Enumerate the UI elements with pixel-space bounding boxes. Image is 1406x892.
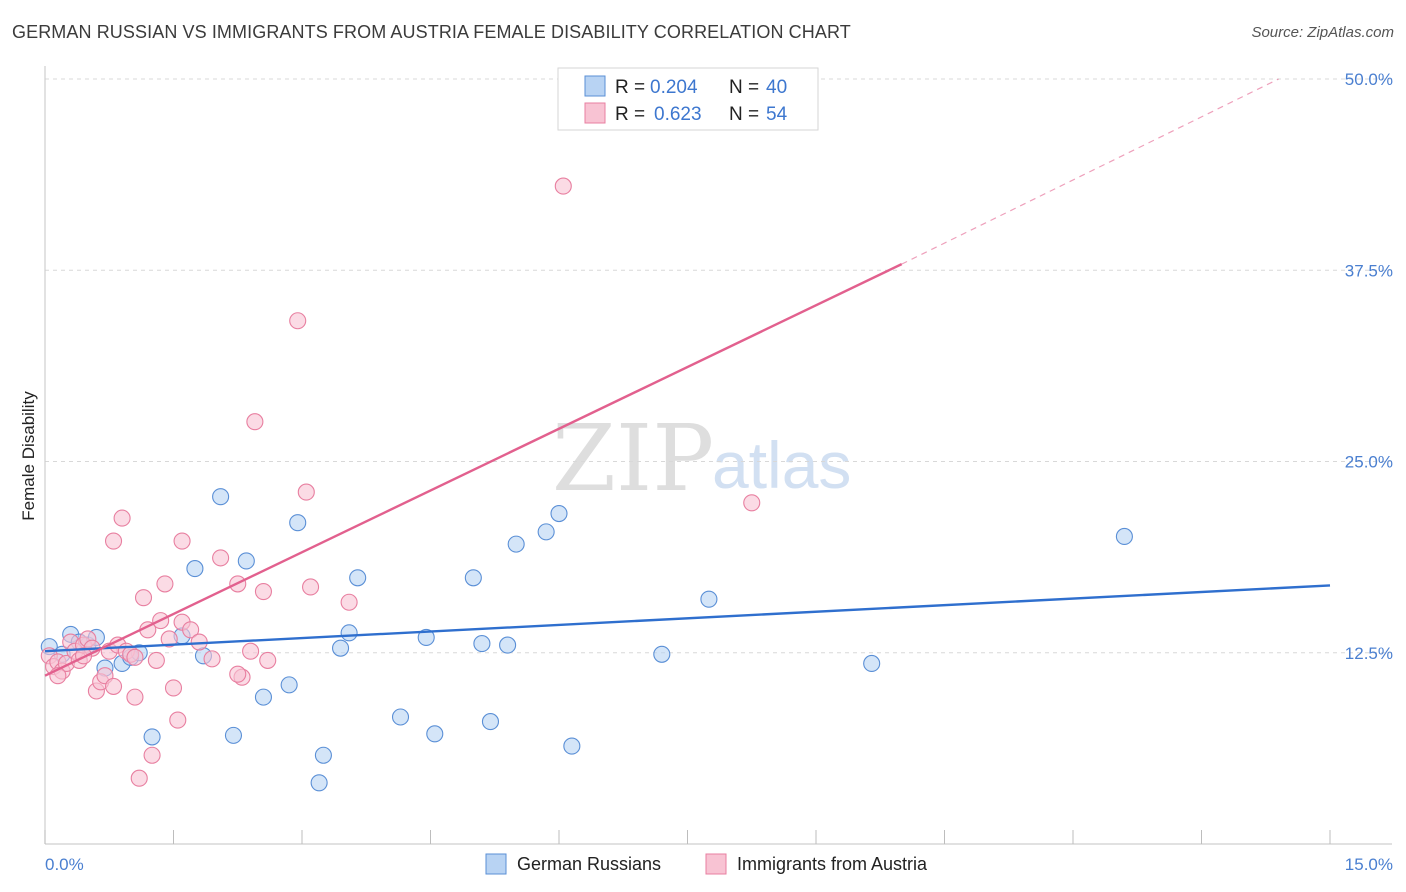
legend-box: R = 0.204 N = 40 R = 0.623 N = 54 bbox=[557, 67, 819, 131]
data-point-german-russians bbox=[464, 569, 482, 587]
data-point-german-russians bbox=[331, 639, 350, 657]
y-tick-label: 12.5% bbox=[1345, 644, 1393, 663]
data-point-german-russians bbox=[473, 635, 491, 653]
data-point-immigrants-from-austria bbox=[160, 630, 178, 648]
data-point-immigrants-from-austria bbox=[164, 679, 183, 697]
data-point-immigrants-from-austria bbox=[134, 589, 153, 607]
data-point-immigrants-from-austria bbox=[203, 650, 221, 668]
data-point-immigrants-from-austria bbox=[126, 648, 144, 666]
legend-r-value-pink: 0.623 bbox=[654, 104, 702, 125]
data-point-german-russians bbox=[700, 590, 718, 608]
data-point-german-russians bbox=[1115, 527, 1133, 546]
data-point-immigrants-from-austria bbox=[130, 769, 148, 787]
trend-line-german-russians bbox=[44, 584, 1331, 653]
data-point-immigrants-from-austria bbox=[743, 494, 761, 512]
data-point-immigrants-from-austria bbox=[156, 575, 174, 593]
y-tick-label: 50.0% bbox=[1345, 70, 1393, 89]
data-point-immigrants-from-austria bbox=[297, 483, 315, 501]
legend-swatch-blue bbox=[584, 75, 606, 97]
data-point-immigrants-from-austria bbox=[169, 711, 187, 729]
data-point-immigrants-from-austria bbox=[126, 688, 144, 706]
bottom-legend: German Russians Immigrants from Austria bbox=[485, 853, 928, 875]
y-tick-label: 37.5% bbox=[1345, 261, 1393, 280]
data-point-german-russians bbox=[417, 628, 435, 647]
bottom-legend-swatch-pink bbox=[705, 853, 727, 875]
legend-swatch-pink bbox=[584, 102, 606, 124]
y-tick-label: 25.0% bbox=[1345, 453, 1393, 472]
data-point-immigrants-from-austria bbox=[302, 578, 320, 596]
data-point-immigrants-from-austria bbox=[143, 746, 161, 764]
legend-n-label-pink: N = bbox=[729, 104, 759, 125]
data-point-immigrants-from-austria bbox=[289, 312, 307, 330]
data-point-immigrants-from-austria bbox=[340, 593, 358, 611]
x-axis-ticks bbox=[44, 830, 1331, 844]
data-point-immigrants-from-austria bbox=[104, 532, 123, 550]
data-point-immigrants-from-austria bbox=[259, 651, 277, 669]
data-point-immigrants-from-austria bbox=[229, 665, 247, 683]
chart-title: GERMAN RUSSIAN VS IMMIGRANTS FROM AUSTRI… bbox=[12, 22, 851, 42]
data-point-german-russians bbox=[254, 688, 273, 706]
trend-line-extension-immigrants-from-austria bbox=[901, 78, 1279, 265]
data-point-immigrants-from-austria bbox=[104, 677, 123, 695]
x-tick-label-min: 0.0% bbox=[45, 855, 84, 874]
data-point-german-russians bbox=[224, 726, 243, 744]
data-point-german-russians bbox=[507, 535, 525, 553]
trend-lines bbox=[44, 78, 1331, 677]
data-point-immigrants-from-austria bbox=[173, 532, 191, 550]
legend-r-value-blue: 0.204 bbox=[650, 77, 698, 98]
y-axis-tick-labels: 12.5% 25.0% 37.5% 50.0% bbox=[1345, 70, 1393, 663]
data-point-german-russians bbox=[563, 737, 581, 755]
data-point-immigrants-from-austria bbox=[147, 651, 165, 669]
data-point-german-russians bbox=[653, 645, 671, 663]
data-point-german-russians bbox=[212, 488, 230, 506]
data-point-german-russians bbox=[391, 708, 410, 726]
data-point-immigrants-from-austria bbox=[246, 413, 264, 431]
trend-line-immigrants-from-austria bbox=[44, 263, 903, 677]
data-point-german-russians bbox=[481, 713, 500, 731]
bottom-legend-label-pink: Immigrants from Austria bbox=[737, 854, 928, 874]
data-point-immigrants-from-austria bbox=[212, 549, 230, 567]
data-point-german-russians bbox=[863, 654, 881, 673]
data-point-immigrants-from-austria bbox=[182, 621, 200, 639]
watermark-atlas: atlas bbox=[712, 428, 851, 502]
legend-r-label-pink: R = bbox=[615, 104, 645, 125]
data-point-german-russians bbox=[143, 728, 161, 746]
data-point-immigrants-from-austria bbox=[113, 509, 131, 527]
data-point-german-russians bbox=[237, 552, 255, 570]
data-point-german-russians bbox=[349, 569, 367, 587]
data-point-german-russians bbox=[340, 624, 358, 642]
series-immigrants-from-austria bbox=[40, 177, 761, 787]
x-tick-label-max: 15.0% bbox=[1345, 855, 1393, 874]
data-point-immigrants-from-austria bbox=[254, 582, 273, 601]
chart-source: Source: ZipAtlas.com bbox=[1251, 24, 1394, 41]
data-point-german-russians bbox=[537, 523, 555, 541]
bottom-legend-swatch-blue bbox=[485, 853, 507, 875]
legend-n-label-blue: N = bbox=[729, 77, 759, 98]
data-point-immigrants-from-austria bbox=[554, 177, 572, 195]
data-point-german-russians bbox=[426, 725, 444, 743]
data-point-german-russians bbox=[550, 504, 568, 523]
bottom-legend-label-blue: German Russians bbox=[517, 854, 661, 874]
legend-n-value-pink: 54 bbox=[766, 104, 788, 125]
watermark-zip: ZIP bbox=[552, 405, 714, 512]
data-point-german-russians bbox=[186, 560, 204, 578]
data-point-german-russians bbox=[289, 514, 307, 532]
legend-r-label-blue: R = bbox=[615, 77, 645, 98]
data-point-german-russians bbox=[310, 774, 328, 792]
legend-n-value-blue: 40 bbox=[766, 77, 787, 98]
data-point-immigrants-from-austria bbox=[242, 642, 260, 660]
data-point-german-russians bbox=[314, 746, 332, 764]
data-point-german-russians bbox=[499, 636, 517, 654]
data-point-german-russians bbox=[280, 676, 298, 694]
y-axis-label: Female Disability bbox=[19, 391, 38, 521]
